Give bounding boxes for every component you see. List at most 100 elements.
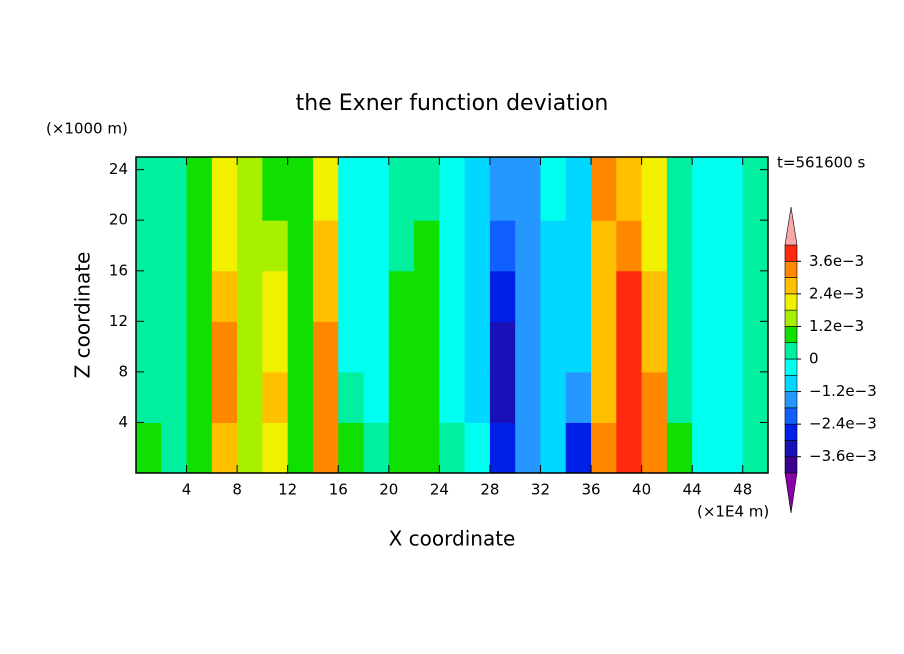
field-cell: [414, 157, 440, 221]
field-cell: [237, 220, 263, 272]
x-unit-label: (×1E4 m): [697, 503, 769, 521]
field-cell: [312, 321, 339, 373]
field-cell: [616, 270, 643, 322]
y-tick-label: 16: [109, 261, 128, 279]
field-cell: [464, 220, 491, 272]
field-cell: [237, 321, 263, 373]
y-tick-label: 8: [118, 362, 128, 380]
field-cell: [591, 371, 617, 423]
field-cell: [136, 371, 162, 423]
colorbar-band: [784, 374, 798, 392]
field-cell: [414, 270, 440, 322]
field-cell: [591, 321, 617, 373]
field-cell: [211, 371, 238, 423]
field-cell: [717, 157, 744, 221]
field-cell: [186, 220, 213, 272]
field-cell: [742, 422, 769, 474]
field-cell: [211, 220, 238, 272]
field-cell: [666, 220, 693, 272]
field-cell: [237, 371, 263, 423]
colorbar-tick-label: −1.2e−3: [809, 382, 877, 400]
field-cell: [641, 157, 668, 221]
field-cell: [565, 220, 592, 272]
field-cell: [591, 157, 617, 221]
field-cell: [565, 371, 592, 423]
colorbar-tick-label: 1.2e−3: [809, 317, 864, 335]
field-cell: [591, 270, 617, 322]
field-cell: [312, 270, 339, 322]
colorbar-tick-label: 2.4e−3: [809, 284, 864, 302]
x-axis-label: X coordinate: [389, 527, 516, 551]
colorbar-band: [784, 309, 798, 327]
field-cell: [136, 270, 162, 322]
field: [136, 157, 769, 474]
field-cell: [464, 157, 491, 221]
x-tick-label: 4: [182, 481, 192, 499]
colorbar-band: [784, 391, 798, 409]
colorbar-tick-label: −2.4e−3: [809, 415, 877, 433]
field-cell: [439, 157, 466, 221]
field-cell: [338, 270, 365, 322]
field-cell: [186, 321, 213, 373]
field-cell: [692, 270, 718, 322]
plot-frame: [135, 156, 769, 474]
field-cell: [439, 270, 466, 322]
field-cell: [742, 371, 769, 423]
field-cell: [262, 270, 289, 322]
colorbar-tick-label: 3.6e−3: [809, 252, 864, 270]
field-cell: [388, 321, 415, 373]
field-cell: [363, 321, 390, 373]
field-cell: [489, 321, 516, 373]
field-cell: [692, 321, 718, 373]
field-cell: [464, 270, 491, 322]
field-cell: [338, 321, 365, 373]
field-cell: [692, 157, 718, 221]
field-cell: [211, 422, 238, 474]
x-tick-label: 16: [329, 481, 348, 499]
field-cell: [666, 371, 693, 423]
field-cell: [161, 157, 188, 221]
field-cell: [540, 157, 567, 221]
chart-title: the Exner function deviation: [296, 91, 609, 116]
field-cell: [161, 270, 188, 322]
field-cell: [388, 220, 415, 272]
field-cell: [211, 157, 238, 221]
field-cell: [464, 371, 491, 423]
field-cell: [641, 220, 668, 272]
colorbar-arrow-bottom: [784, 472, 798, 514]
field-cell: [742, 157, 769, 221]
field-cell: [666, 321, 693, 373]
y-tick-label: 4: [118, 413, 128, 431]
field-cell: [641, 371, 668, 423]
colorbar-band: [784, 407, 798, 425]
field-cell: [692, 422, 718, 474]
field-cell: [616, 220, 643, 272]
field-cell: [439, 371, 466, 423]
field-cell: [439, 422, 466, 474]
field-cell: [616, 321, 643, 373]
field-cell: [363, 220, 390, 272]
field-cell: [591, 422, 617, 474]
field-cell: [186, 422, 213, 474]
x-tick-label: 12: [278, 481, 297, 499]
field-cell: [262, 220, 289, 272]
field-cell: [464, 422, 491, 474]
field-cell: [717, 422, 744, 474]
field-cell: [136, 157, 162, 221]
field-cell: [540, 270, 567, 322]
colorbar-band: [784, 423, 798, 441]
colorbar-band: [784, 456, 798, 474]
field-cell: [211, 270, 238, 322]
field-cell: [287, 157, 314, 221]
field-cell: [717, 321, 744, 373]
field-cell: [312, 220, 339, 272]
field-cell: [237, 422, 263, 474]
field-cell: [161, 371, 188, 423]
field-cell: [363, 270, 390, 322]
field-cell: [237, 157, 263, 221]
field-cell: [717, 220, 744, 272]
field-cell: [414, 220, 440, 272]
field-cell: [616, 157, 643, 221]
